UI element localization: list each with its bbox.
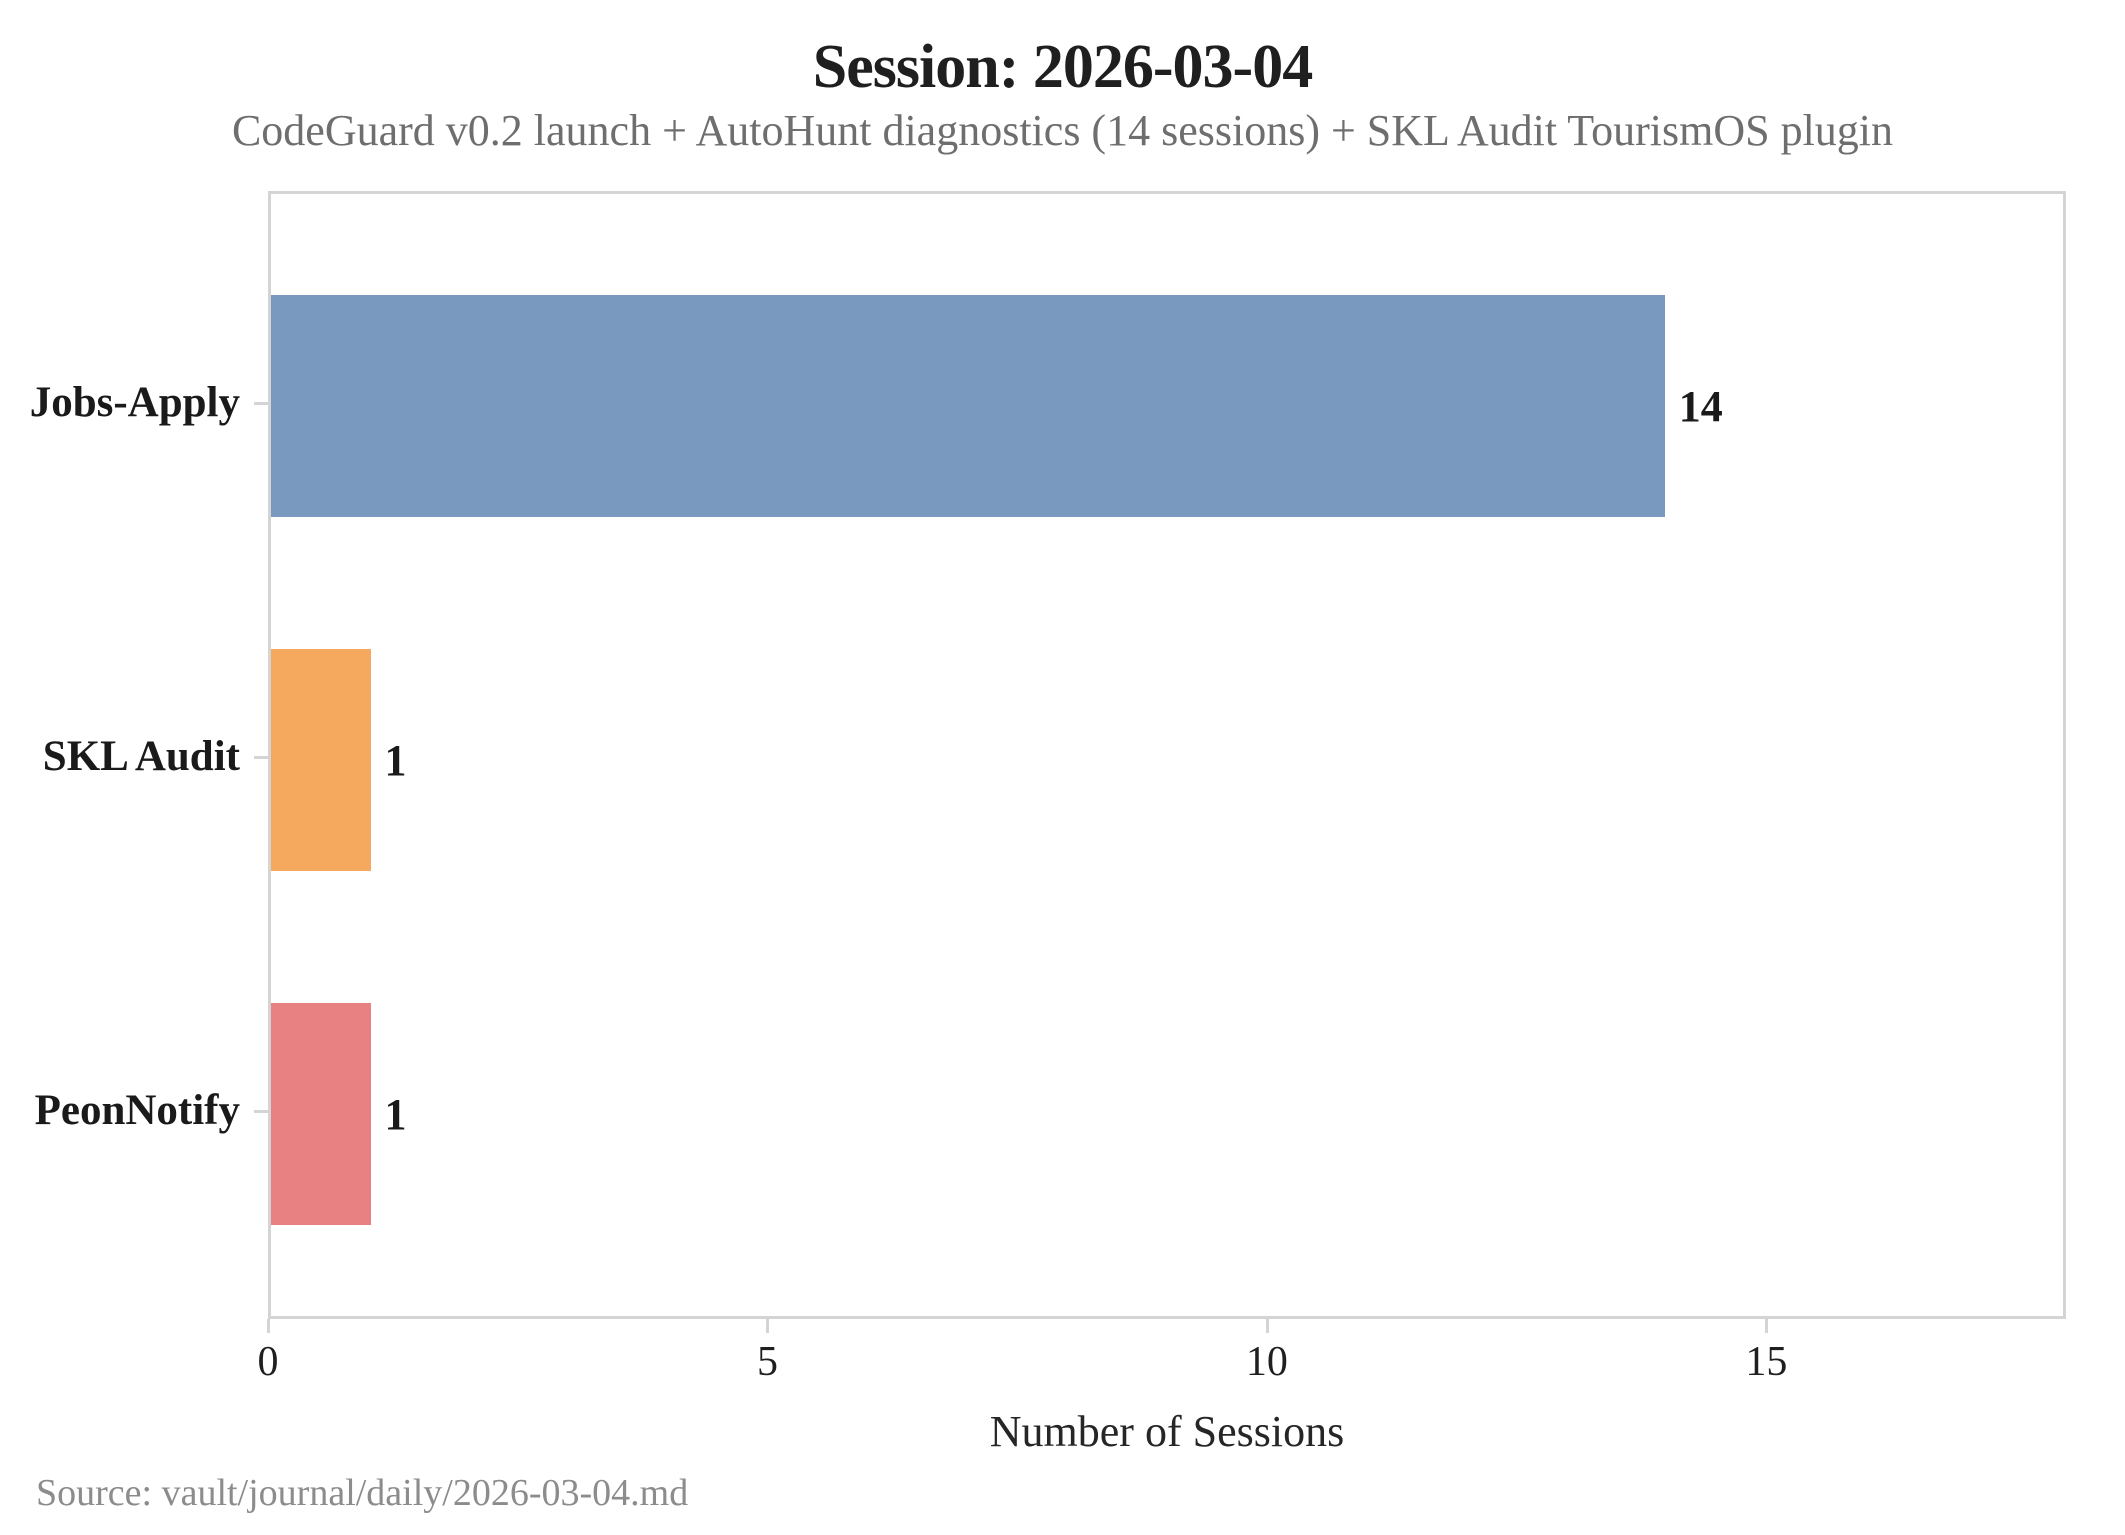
x-tick-mark [267,1319,270,1333]
chart-subtitle: CodeGuard v0.2 launch + AutoHunt diagnos… [231,106,1894,155]
bar-row-skl-audit: 1 [271,649,2063,871]
bar-jobs-apply [271,295,1665,517]
bar-row-peonnotify: 1 [271,1003,2063,1225]
bar-skl-audit [271,649,371,871]
bar-value-label: 1 [384,1089,407,1139]
bar-row-jobs-apply: 14 [271,295,2063,517]
y-tick-mark [254,1110,268,1113]
x-axis-label: Number of Sessions [989,1407,1345,1456]
y-tick-mark [254,756,268,759]
bar-peonnotify [271,1003,371,1225]
y-category-label-jobs-apply: Jobs-Apply [29,379,240,426]
x-tick-label-10: 10 [1245,1339,1288,1385]
bar-value-label: 14 [1678,381,1723,431]
bar-value-label: 1 [384,735,407,785]
y-category-label-peonnotify: PeonNotify [34,1087,240,1134]
x-tick-mark [766,1319,770,1333]
x-tick-label-0: 0 [257,1339,279,1385]
y-category-label-skl-audit: SKL Audit [42,733,240,780]
x-tick-label-5: 5 [756,1339,778,1385]
x-tick-label-15: 15 [1745,1339,1788,1385]
x-tick-mark [1265,1319,1269,1333]
source-note: Source: vault/journal/daily/2026-03-04.m… [36,1472,689,1514]
y-tick-mark [254,402,268,405]
x-tick-mark [1765,1319,1769,1333]
chart-title: Session: 2026-03-04 [812,33,1313,101]
plot-area: 14 1 1 [268,191,2066,1319]
